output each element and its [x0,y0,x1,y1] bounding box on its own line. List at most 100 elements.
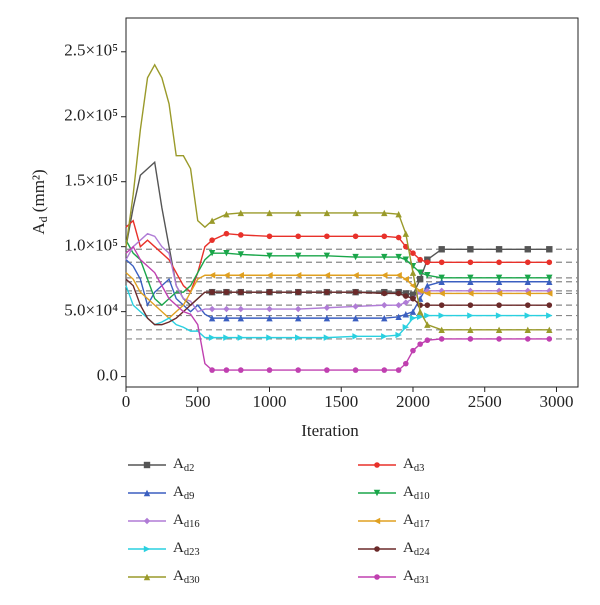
marker [524,278,531,285]
marker [324,233,330,240]
series-line [125,245,550,371]
marker [223,314,230,322]
marker [266,367,273,373]
series-line [125,63,550,331]
marker [294,314,302,322]
marker [209,289,215,295]
y-axis-label: Ad (mm²) [29,169,50,234]
marker [266,233,273,240]
legend-label: Ad9 [173,484,194,502]
marker [496,336,502,342]
marker [352,233,359,240]
marker [324,367,330,373]
marker [323,314,331,322]
marker [467,302,474,308]
marker [467,290,474,297]
marker [324,289,330,295]
marker [402,324,410,331]
marker [424,302,431,308]
series-line [125,239,550,307]
series [125,272,553,320]
x-tick-label: 3000 [539,392,573,411]
marker [416,313,424,321]
marker [410,295,416,302]
marker [352,367,359,373]
x-tick-label: 2000 [396,392,430,411]
marker [237,334,244,341]
marker [467,278,474,285]
series [125,245,553,373]
marker [495,278,503,285]
marker [294,305,302,313]
marker [524,312,531,319]
marker [546,259,553,266]
marker [409,314,417,322]
marker [410,250,416,256]
marker [524,302,531,308]
marker [237,272,244,279]
marker [266,305,273,313]
marker [208,305,216,313]
marker [295,289,301,295]
marker [352,314,359,322]
marker [467,336,474,342]
y-tick-label: 2.0×10⁵ [64,106,118,125]
marker [546,290,553,297]
marker [438,274,445,282]
marker [266,209,273,217]
marker [438,312,445,319]
marker [209,237,215,243]
marker [323,252,331,259]
legend-label: Ad31 [403,568,430,586]
legend-label: Ad23 [173,540,200,558]
marker [438,326,445,334]
marker [495,326,503,334]
plot-frame [125,17,579,388]
y-tick-label: 1.0×10⁵ [64,236,118,255]
marker [416,308,424,315]
marker [395,331,402,339]
marker [223,334,230,341]
x-tick-label: 1000 [252,392,286,411]
marker [395,367,402,373]
marker [323,334,331,341]
marker [467,326,474,334]
legend-label: Ad24 [403,540,430,558]
marker [374,574,380,580]
series [125,278,553,326]
marker [237,251,244,258]
marker [467,259,474,266]
series [125,232,553,313]
marker [438,259,445,266]
marker [323,304,331,311]
marker [546,302,553,308]
marker [438,336,445,342]
legend-label: Ad17 [403,512,430,530]
marker [374,462,380,468]
marker [352,303,359,310]
marker [424,259,431,266]
marker [381,209,388,217]
marker [395,290,402,297]
marker [381,301,388,309]
marker [143,489,151,497]
marker [416,269,424,276]
marker [352,209,359,217]
marker [208,314,216,322]
marker [546,287,553,295]
marker [524,290,531,297]
marker [143,517,151,525]
marker [237,367,244,373]
series [125,219,553,294]
marker [402,311,410,318]
marker [395,301,402,309]
marker [438,246,445,253]
marker [546,278,553,285]
marker [496,302,502,308]
series [125,259,553,322]
marker [403,293,409,299]
marker [294,209,302,217]
legend-label: Ad3 [403,456,424,474]
marker [374,546,380,552]
marker [524,287,531,295]
